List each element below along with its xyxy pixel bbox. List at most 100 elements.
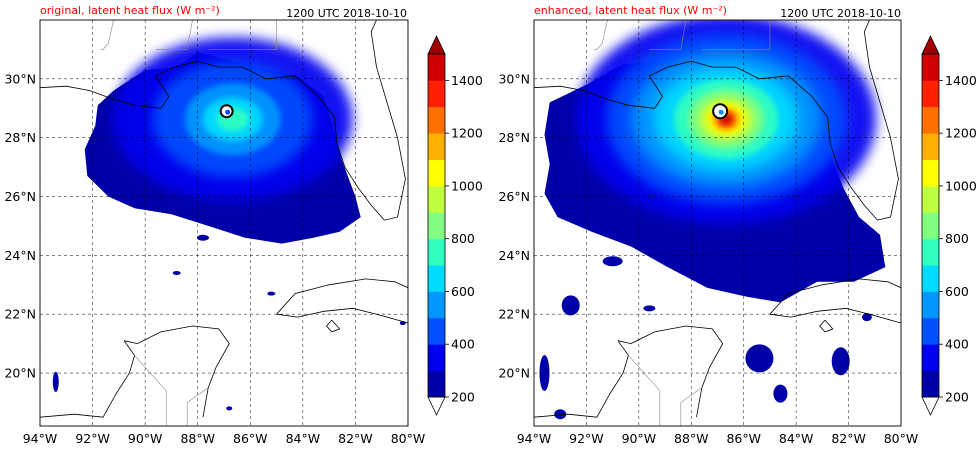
flux-patch [267, 291, 276, 296]
flux-patch [643, 305, 656, 312]
colorbar-segment [428, 291, 445, 319]
lat-tick-label: 26°N [4, 189, 36, 204]
lon-tick-label: 90°W [128, 431, 163, 446]
lat-tick-label: 20°N [498, 366, 530, 381]
lat-tick-label: 28°N [498, 130, 530, 145]
colorbar-segment [428, 317, 445, 345]
lon-tick-label: 82°W [338, 431, 373, 446]
colorbar-tick-label: 800 [451, 231, 475, 246]
colorbar-extend-min [427, 396, 446, 416]
latitude-labels: 20°N 22°N 24°N 26°N 28°N 30°N [498, 71, 530, 380]
colorbar-tick-label: 1200 [945, 126, 977, 141]
colorbar-extend-max [427, 35, 446, 55]
flux-patch [773, 384, 788, 403]
state-border [100, 20, 114, 50]
latitude-labels: 20°N 22°N 24°N 26°N 28°N 30°N [4, 71, 36, 380]
colorbar-segment [922, 54, 939, 81]
state-border [628, 355, 661, 426]
flux-patch [196, 234, 209, 241]
state-border [680, 387, 702, 426]
colorbar-segment [428, 80, 445, 108]
flux-patch [782, 270, 811, 281]
lon-tick-label: 84°W [779, 431, 814, 446]
heat-flux-field-enhanced [539, 20, 886, 420]
colorbar-segment [428, 54, 445, 81]
colorbar-tick-label: 600 [945, 284, 969, 299]
gridlines [40, 20, 408, 426]
lon-tick-label: 94°W [517, 431, 552, 446]
colorbar-tick-label: 200 [451, 390, 475, 405]
storm-eye-core [718, 109, 724, 115]
colorbar-frame [427, 53, 446, 398]
colorbar-original: 200 400 600 800 1000 1200 1400 [427, 35, 483, 416]
colorbar-segment [922, 344, 939, 372]
colorbar-enhanced: 200 400 600 800 1000 1200 1400 [921, 35, 977, 416]
map-frame [39, 19, 409, 427]
colorbar-segment [428, 159, 445, 187]
coastline [769, 278, 901, 315]
flux-patch [814, 239, 831, 248]
storm-eye-enhanced [712, 103, 729, 120]
lat-tick-label: 24°N [498, 248, 530, 263]
colorbar-tick-label: 400 [945, 337, 969, 352]
state-border [594, 20, 608, 50]
colorbar-tick-label: 800 [945, 231, 969, 246]
lon-tick-label: 94°W [23, 431, 58, 446]
colorbar-segment [428, 265, 445, 292]
flux-patch [561, 295, 580, 316]
lat-tick-label: 22°N [498, 307, 530, 322]
state-border [134, 355, 167, 426]
flux-patch [745, 344, 774, 373]
colorbar-segment [428, 238, 445, 266]
coastline [769, 307, 901, 324]
colorbar-segment [922, 265, 939, 292]
storm-eye-core [225, 109, 231, 115]
map-panel-original: original, latent heat flux (W m⁻²) 1200 … [4, 4, 425, 446]
state-border [649, 20, 687, 50]
colorbar-tick-label: 1400 [945, 73, 977, 88]
colorbar-tick-label: 1000 [451, 178, 483, 193]
colorbar-segment [428, 212, 445, 240]
colorbar-segment [922, 212, 939, 240]
lon-tick-label: 82°W [831, 431, 866, 446]
colorbar-segment [922, 80, 939, 108]
flux-patch [539, 355, 550, 392]
colorbar-segment [428, 370, 445, 398]
colorbar-segment [922, 317, 939, 345]
flux-patch [234, 225, 245, 232]
colorbar-frame [921, 53, 940, 398]
flux-patch [52, 371, 59, 392]
colorbar-segment [922, 106, 939, 134]
coastline [276, 307, 408, 324]
lon-tick-label: 86°W [233, 431, 268, 446]
lon-tick-label: 90°W [622, 431, 657, 446]
colorbar-segment [428, 185, 445, 213]
coastline [276, 278, 408, 315]
lat-tick-label: 26°N [498, 189, 530, 204]
lon-tick-label: 80°W [884, 431, 919, 446]
colorbar-tick-label: 600 [451, 284, 475, 299]
flux-patch [747, 286, 766, 295]
colorbar-segment [428, 106, 445, 134]
lat-tick-label: 30°N [498, 71, 530, 86]
colorbar-segment [922, 133, 939, 160]
lat-tick-label: 20°N [4, 366, 36, 381]
flux-patch [172, 271, 181, 276]
map-frame [533, 19, 902, 427]
coastline [40, 20, 406, 221]
colorbar-segment [922, 159, 939, 187]
coastline [819, 319, 834, 333]
panel-time-original: 1200 UTC 2018-10-10 [286, 7, 407, 20]
longitude-labels: 94°W 92°W 90°W 88°W 86°W 84°W 82°W 80°W [517, 431, 919, 446]
flux-patch [554, 409, 567, 420]
gridlines [534, 20, 901, 426]
coastline [325, 319, 341, 333]
state-border [155, 20, 193, 50]
colorbar-segment [922, 185, 939, 213]
colorbar-extend-min [921, 396, 940, 416]
lon-tick-label: 88°W [180, 431, 215, 446]
colorbar-segment [428, 133, 445, 160]
lon-tick-label: 86°W [726, 431, 761, 446]
colorbar-tick-label: 1200 [451, 126, 483, 141]
